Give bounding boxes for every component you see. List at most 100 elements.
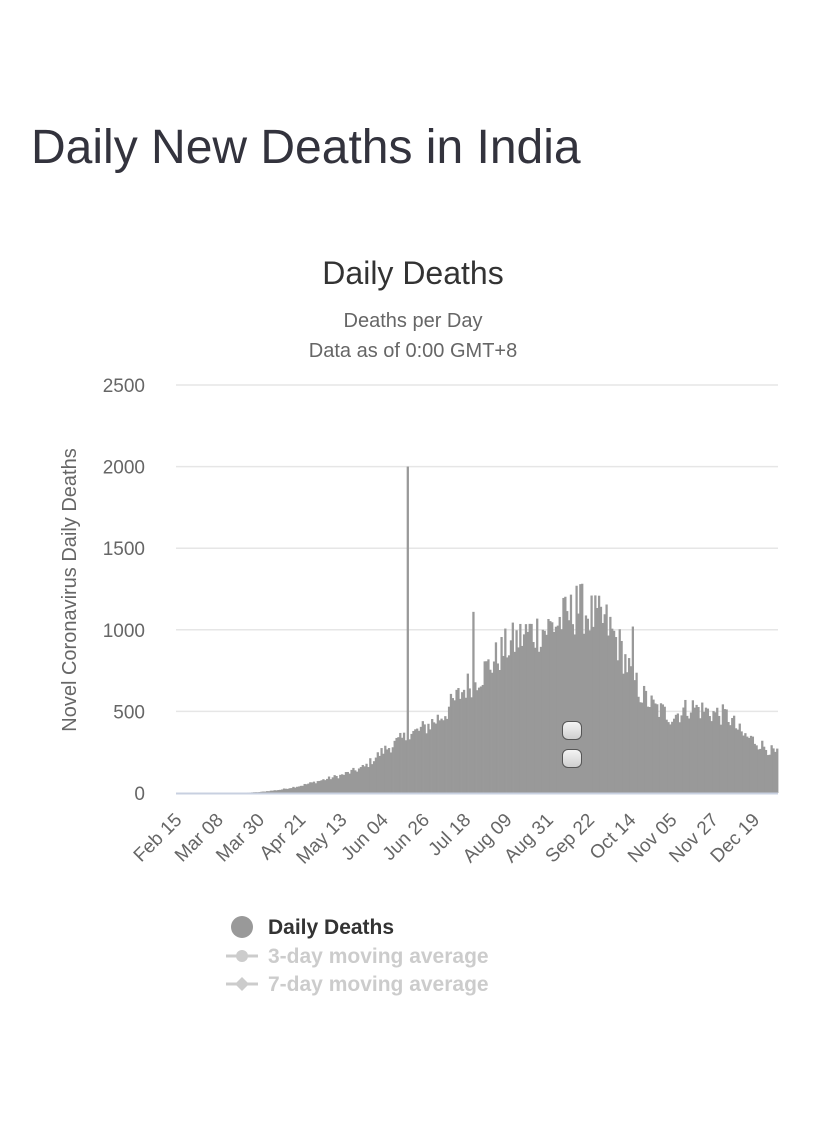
bar [669, 724, 672, 793]
bar [262, 791, 265, 793]
bar [601, 622, 604, 793]
bar [299, 785, 303, 793]
bar [571, 624, 574, 793]
bar [746, 736, 749, 793]
bar [485, 661, 488, 793]
bar [337, 778, 340, 793]
bar [434, 723, 438, 793]
bar [699, 718, 702, 793]
y-tick-label: 1000 [103, 621, 145, 642]
bar [494, 642, 498, 793]
bar [592, 626, 595, 793]
bar [294, 787, 297, 793]
bar [479, 686, 483, 793]
bar [742, 735, 745, 793]
legend-marker [231, 916, 253, 938]
bar [747, 737, 751, 793]
y-tick-label: 2000 [103, 458, 145, 479]
legend-label: Daily Deaths [268, 916, 394, 939]
bar [363, 766, 366, 793]
bar [554, 626, 558, 793]
bar [305, 784, 308, 793]
y-tick-labels: 0 500 1000 1500 2000 2500 [103, 376, 145, 805]
bar [597, 595, 601, 793]
bar [549, 621, 552, 793]
bar [273, 790, 276, 793]
bar [307, 783, 310, 793]
bar [663, 706, 666, 793]
bar [309, 782, 312, 793]
bar [772, 748, 775, 793]
bar [687, 718, 691, 793]
bar [521, 645, 524, 793]
bar [672, 718, 676, 793]
bar [626, 672, 629, 793]
chart-legend: Daily Deaths 3-day moving average 7-day mo… [226, 916, 489, 996]
chart-title: Daily Deaths [322, 255, 503, 291]
bar [541, 629, 544, 793]
bar [320, 780, 323, 793]
bar [599, 606, 603, 793]
bar [607, 635, 610, 793]
toggle-3-day-average[interactable] [562, 721, 582, 740]
bar [526, 631, 529, 793]
bar [656, 704, 659, 793]
bar [708, 716, 711, 793]
bar [710, 721, 713, 793]
bar [372, 761, 376, 793]
bar [757, 749, 760, 793]
bar [468, 688, 471, 793]
bar [410, 733, 413, 793]
gridlines [176, 384, 778, 713]
bar [691, 700, 695, 793]
legend-label: 3-day moving average [268, 945, 489, 968]
bar [701, 702, 704, 793]
bar [369, 758, 372, 793]
bar [397, 737, 400, 793]
bar [423, 724, 426, 793]
bar [442, 720, 445, 793]
y-tick-label: 500 [113, 702, 145, 723]
bar [498, 670, 501, 793]
legend-marker [235, 977, 249, 991]
bar [447, 706, 451, 793]
bar [716, 707, 719, 793]
bar [481, 684, 484, 793]
bar [297, 786, 301, 793]
bar [567, 620, 571, 793]
bar [755, 745, 758, 793]
bar [712, 711, 715, 793]
bar [622, 673, 625, 793]
bar [457, 688, 460, 793]
bar [616, 660, 619, 793]
bar [374, 757, 378, 793]
bar [532, 642, 535, 793]
bar [492, 661, 496, 793]
bar [560, 629, 563, 793]
bar [652, 699, 655, 793]
bar [438, 720, 441, 793]
bar [547, 619, 550, 793]
bar [751, 736, 755, 793]
bar [344, 772, 348, 793]
toggle-7-day-average[interactable] [562, 749, 582, 768]
bar [556, 625, 559, 793]
bar [402, 732, 406, 793]
daily-deaths-chart: Daily Deaths Deaths per Day Data as of 0… [59, 255, 779, 996]
bar [729, 725, 732, 793]
bar [517, 647, 520, 793]
bar [312, 781, 316, 793]
bar [764, 749, 768, 793]
bar [732, 715, 736, 793]
bar [335, 775, 338, 793]
bar [419, 726, 423, 793]
bar [522, 634, 526, 793]
bar [702, 711, 706, 793]
bar [449, 693, 453, 793]
bar [352, 767, 355, 793]
bar [513, 651, 516, 793]
bar [631, 626, 634, 793]
bar [629, 666, 633, 793]
bar [464, 697, 468, 793]
